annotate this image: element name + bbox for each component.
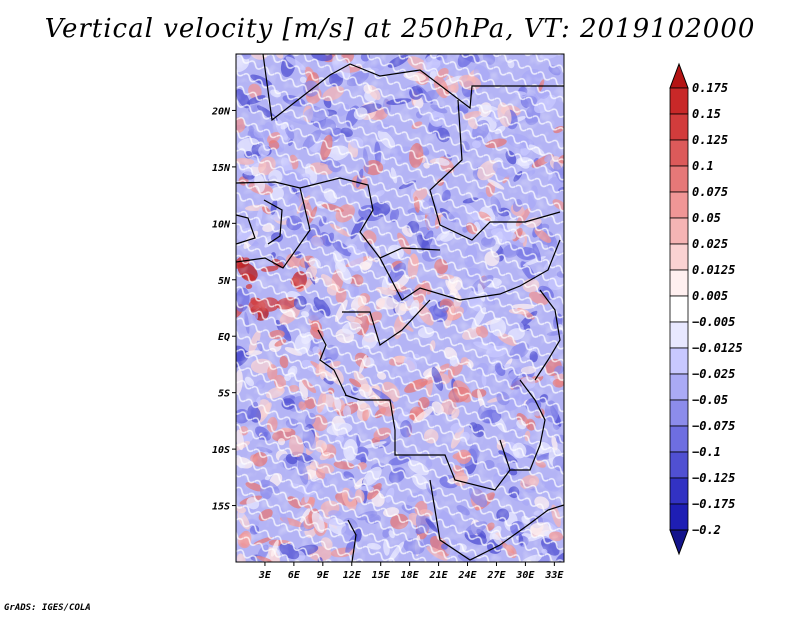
lon-label: 15E — [372, 570, 391, 581]
colorbar-label: 0.075 — [692, 185, 728, 199]
lon-label: 24E — [457, 570, 477, 581]
colorbar-swatch — [669, 87, 689, 115]
colorbar-swatch — [669, 503, 689, 531]
lon-label: 3E — [258, 570, 272, 581]
colorbar-label: 0.025 — [692, 237, 728, 251]
colorbar-swatch — [669, 295, 689, 323]
colorbar-label: 0.05 — [692, 211, 721, 225]
colorbar-min-arrow — [669, 529, 689, 556]
colorbar-swatch — [669, 165, 689, 193]
colorbar-label: −0.05 — [692, 393, 728, 407]
country-borders — [236, 54, 564, 562]
lon-label: 18E — [401, 570, 420, 581]
colorbar-swatch — [669, 373, 689, 401]
colorbar-swatch — [669, 321, 689, 349]
colorbar-label: −0.0125 — [692, 341, 743, 355]
colorbar-max-arrow — [669, 62, 689, 89]
colorbar-label: −0.125 — [692, 471, 735, 485]
axis-ticks — [232, 109, 555, 566]
lon-label: 9E — [317, 570, 330, 581]
colorbar-swatch — [669, 399, 689, 427]
latitude-labels: 20N 15N 10N 5N EQ 5S 10S 15S — [211, 106, 231, 512]
colorbar-swatch — [669, 477, 689, 505]
colorbar-label: −0.175 — [692, 497, 735, 511]
lon-label: 12E — [343, 570, 362, 581]
lat-label: 10N — [212, 219, 231, 230]
lat-label: 15N — [212, 163, 231, 174]
lon-label: 33E — [544, 570, 564, 581]
longitude-labels: 3E 6E 9E 12E 15E 18E 21E 24E 27E 30E 33E — [258, 570, 564, 581]
lon-label: 21E — [429, 570, 449, 581]
lat-label: 15S — [212, 502, 230, 513]
lat-label: EQ — [218, 332, 230, 343]
colorbar-label: 0.0125 — [692, 263, 735, 277]
colorbar-swatch — [669, 217, 689, 245]
colorbar: 0.175 0.15 0.125 0.1 0.075 0.05 0.025 0.0125 0.0… — [669, 62, 743, 556]
colorbar-swatch — [669, 191, 689, 219]
colorbar-label: −0.075 — [692, 419, 735, 433]
lon-label: 27E — [486, 570, 506, 581]
lon-label: 6E — [288, 570, 301, 581]
colorbar-label: 0.005 — [692, 289, 728, 303]
colorbar-label: −0.005 — [692, 315, 735, 329]
colorbar-swatch — [669, 451, 689, 479]
lat-label: 10S — [212, 445, 230, 456]
colorbar-label: 0.1 — [692, 159, 714, 173]
colorbar-label: −0.2 — [692, 523, 721, 537]
lat-label: 20N — [211, 106, 231, 117]
footer-credit: GrADS: IGES/COLA — [4, 603, 91, 613]
colorbar-swatch — [669, 139, 689, 167]
colorbar-swatch — [669, 113, 689, 141]
chart-title: Vertical velocity [m/s] at 250hPa, VT: 2… — [44, 14, 756, 44]
colorbar-label: −0.025 — [692, 367, 735, 381]
lat-label: 5S — [218, 389, 230, 400]
colorbar-swatch — [669, 347, 689, 375]
colorbar-label: 0.15 — [692, 107, 721, 121]
lon-label: 30E — [515, 570, 535, 581]
velocity-field — [236, 54, 564, 562]
map-frame — [235, 53, 565, 563]
colorbar-label: 0.125 — [692, 133, 728, 147]
colorbar-label: 0.175 — [692, 81, 728, 95]
colorbar-label: −0.1 — [692, 445, 721, 459]
colorbar-swatch — [669, 243, 689, 271]
colorbar-swatch — [669, 269, 689, 297]
colorbar-swatch — [669, 425, 689, 453]
lat-label: 5N — [218, 276, 231, 287]
